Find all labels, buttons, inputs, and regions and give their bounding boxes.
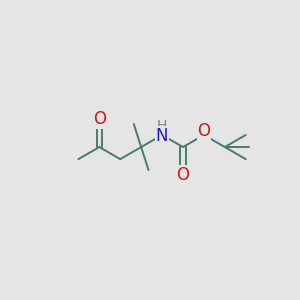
Text: O: O <box>197 122 210 140</box>
Text: N: N <box>156 127 168 145</box>
Text: O: O <box>93 110 106 128</box>
Text: O: O <box>176 166 190 184</box>
Text: H: H <box>157 119 167 133</box>
